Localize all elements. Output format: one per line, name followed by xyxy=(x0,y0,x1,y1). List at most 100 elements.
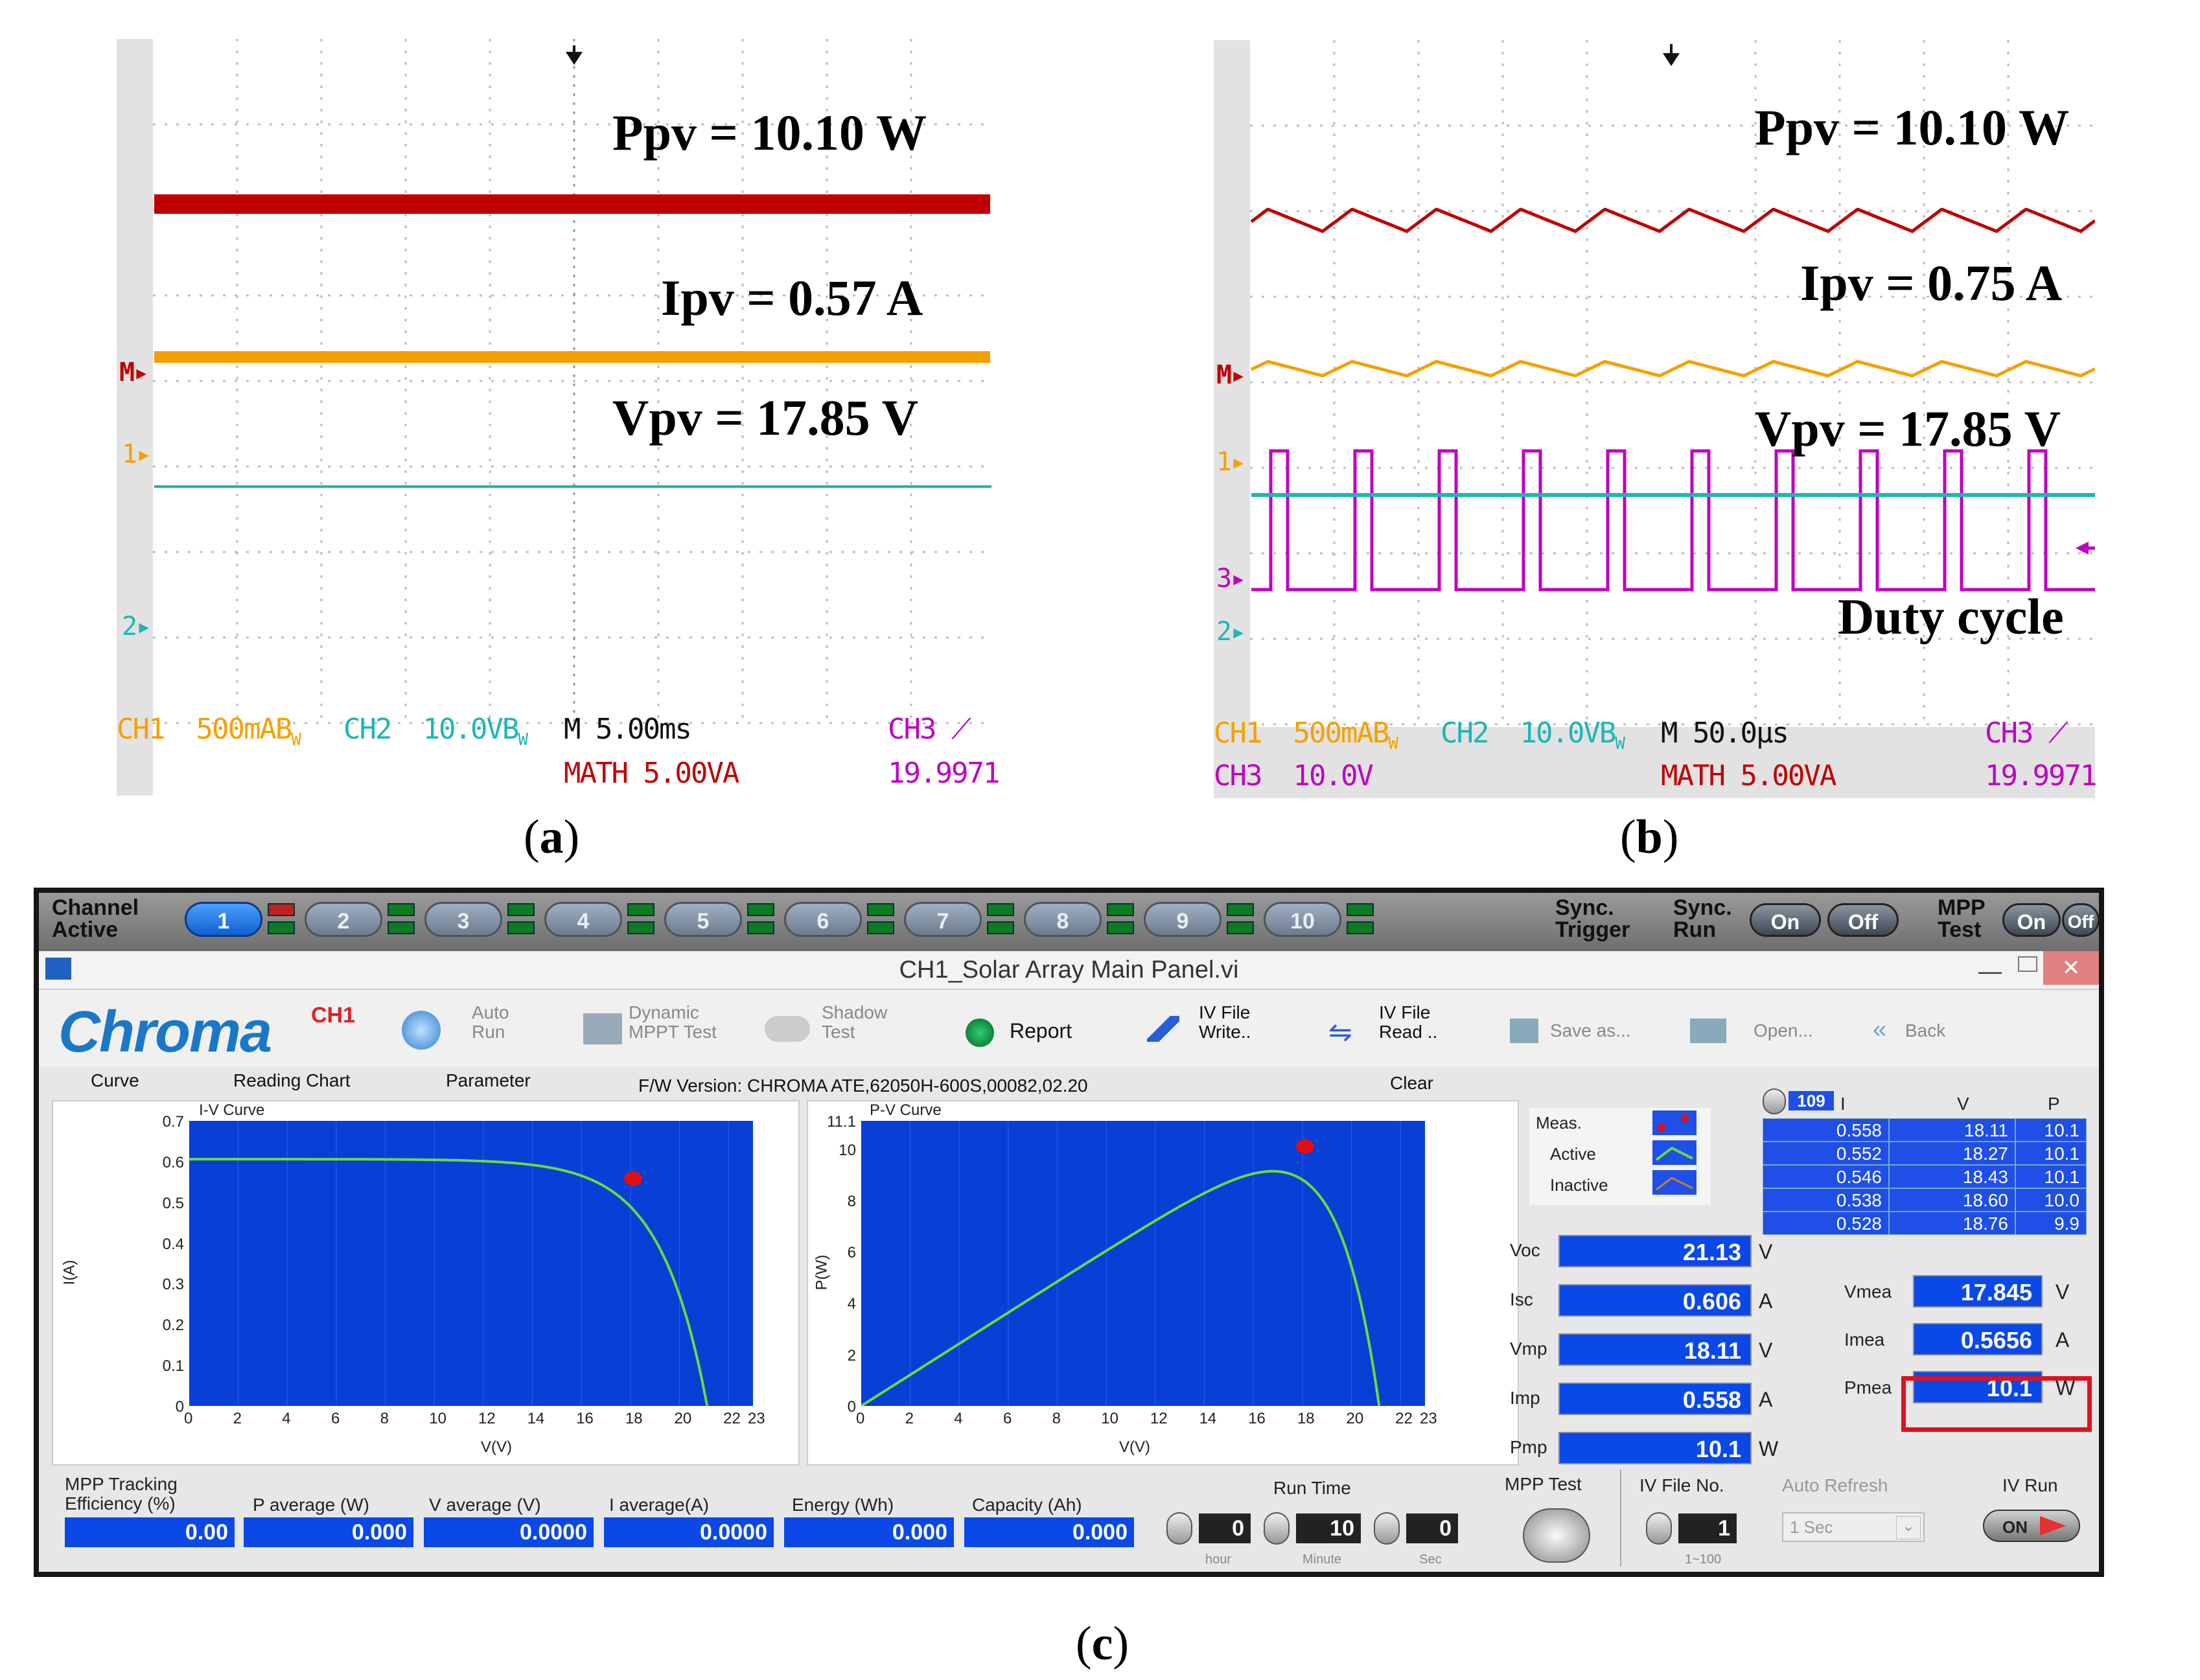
mpp-test-button[interactable] xyxy=(1523,1508,1590,1563)
back-icon: « xyxy=(1873,1016,1887,1043)
y-tick-label: 8 xyxy=(847,1192,856,1210)
y-tick-label: 0.6 xyxy=(162,1153,184,1171)
sec-unit: Sec xyxy=(1419,1552,1442,1567)
sec-value[interactable]: 0 xyxy=(1406,1513,1458,1543)
reading-value-voc: 21.13 xyxy=(1558,1235,1752,1267)
minute-unit: Minute xyxy=(1303,1552,1342,1567)
iv-curve-svg xyxy=(189,1121,729,1407)
ch1-marker: 1▸ xyxy=(1216,447,1246,477)
iv-file-value[interactable]: 1 xyxy=(1678,1513,1737,1543)
ch2-scale: CH2 10.0VBW xyxy=(343,713,528,750)
channel-led-10 xyxy=(1347,903,1374,916)
minute-spinner[interactable] xyxy=(1264,1512,1290,1545)
scope-a-grid xyxy=(117,39,991,796)
pv-curve-line xyxy=(860,1169,1381,1407)
channel-led-10 xyxy=(1347,921,1374,934)
clear-button[interactable]: Clear xyxy=(1390,1073,1433,1093)
channel-button-2[interactable]: 2 xyxy=(305,902,382,937)
x-tick-label: 20 xyxy=(1346,1410,1364,1427)
minimize-button[interactable]: — xyxy=(1978,958,2002,984)
reading-unit: V xyxy=(1759,1339,1773,1362)
trigger-channel: CH3 ⟋ xyxy=(1985,717,2068,750)
hour-value[interactable]: 0 xyxy=(1199,1513,1251,1543)
dynamic-mppt-test-button[interactable]: Dynamic MPPT Test xyxy=(629,1002,717,1042)
table-cell: 18.11 xyxy=(1889,1118,2015,1142)
sec-spinner[interactable] xyxy=(1374,1512,1400,1545)
close-button[interactable]: ✕ xyxy=(2043,951,2099,985)
tab-parameter[interactable]: Parameter xyxy=(446,1070,531,1090)
reading-label-voc: Voc xyxy=(1510,1240,1540,1260)
reading-label-isc: Isc xyxy=(1510,1289,1533,1309)
x-tick-label: 14 xyxy=(1199,1410,1217,1427)
ch2-scale: CH2 10.0VBW xyxy=(1441,717,1625,754)
trigger-level: 19.9971 xyxy=(1985,759,2097,792)
save-icon xyxy=(1510,1018,1538,1043)
p-average-value: 0.000 xyxy=(244,1517,413,1547)
tab-curve[interactable]: Curve xyxy=(91,1070,139,1090)
sync-run-off-button[interactable]: Off xyxy=(1827,903,1899,937)
auto-run-icon[interactable] xyxy=(402,1011,441,1050)
divider xyxy=(1620,1469,1621,1567)
math-scale: MATH 5.00VA xyxy=(1661,759,1836,792)
scope-a: Ppv = 10.10 W Ipv = 0.57 A Vpv = 17.85 V… xyxy=(117,39,1000,796)
table-index-spinner[interactable] xyxy=(1763,1088,1786,1114)
channel-button-10[interactable]: 10 xyxy=(1264,902,1341,937)
back-button[interactable]: Back xyxy=(1905,1020,1946,1041)
app-icon xyxy=(45,958,71,980)
pv-xlabel: V(V) xyxy=(1119,1438,1150,1456)
auto-run-button[interactable]: Auto Run xyxy=(472,1002,509,1042)
channel-led-3 xyxy=(507,921,535,934)
channel-button-1[interactable]: 1 xyxy=(185,902,262,937)
iv-file-write-button[interactable]: IV File Write.. xyxy=(1199,1002,1251,1042)
channel-button-8[interactable]: 8 xyxy=(1024,902,1102,937)
iv-curve-title: I-V Curve xyxy=(199,1101,265,1119)
ch1-trace xyxy=(154,351,990,363)
channel-button-9[interactable]: 9 xyxy=(1144,902,1222,937)
x-tick-label: 20 xyxy=(674,1410,692,1427)
x-tick-label: 18 xyxy=(1297,1410,1315,1427)
y-tick-label: 6 xyxy=(847,1244,856,1262)
open-button[interactable]: Open... xyxy=(1754,1020,1813,1041)
channel-button-3[interactable]: 3 xyxy=(424,902,502,937)
x-tick-label: 2 xyxy=(905,1410,914,1427)
iv-file-range: 1~100 xyxy=(1685,1552,1722,1567)
scope-b: Ppv = 10.10 W Ipv = 0.75 A Vpv = 17.85 V… xyxy=(1214,40,2097,798)
minute-value[interactable]: 10 xyxy=(1296,1513,1361,1543)
sync-run-on-button[interactable]: On xyxy=(1750,903,1821,937)
x-tick-label: 16 xyxy=(576,1410,594,1427)
y-tick-label: 11.1 xyxy=(827,1113,856,1131)
mpp-test-on-button[interactable]: On xyxy=(2002,903,2061,937)
math-scale: MATH 5.00VA xyxy=(564,757,739,790)
channel-active-label: Channel Active xyxy=(52,895,139,942)
iv-file-read-button[interactable]: IV File Read .. xyxy=(1379,1002,1438,1042)
channel-button-6[interactable]: 6 xyxy=(784,902,862,937)
x-tick-label: 16 xyxy=(1248,1410,1266,1427)
y-tick-label: 0.1 xyxy=(162,1357,184,1375)
math-marker: M▸ xyxy=(1216,360,1246,390)
hour-spinner[interactable] xyxy=(1166,1512,1192,1545)
measured-value-vmea: 17.845 xyxy=(1913,1275,2043,1307)
iv-run-button[interactable]: ON xyxy=(1983,1510,2080,1542)
shadow-test-button[interactable]: Shadow Test xyxy=(822,1002,888,1042)
y-tick-label: 2 xyxy=(847,1346,856,1364)
auto-refresh-select[interactable]: 1 Sec ⌄ xyxy=(1782,1512,1925,1542)
channel-button-7[interactable]: 7 xyxy=(904,902,982,937)
report-button[interactable]: Report xyxy=(1010,1019,1072,1042)
tab-reading-chart[interactable]: Reading Chart xyxy=(233,1070,351,1090)
channel-led-2 xyxy=(388,903,415,916)
maximize-button[interactable] xyxy=(2018,956,2037,972)
iv-file-spinner[interactable] xyxy=(1646,1512,1672,1545)
channel-button-4[interactable]: 4 xyxy=(544,902,622,937)
channel-led-4 xyxy=(627,903,654,916)
measured-unit: V xyxy=(2055,1280,2070,1304)
mpp-test-off-button[interactable]: Off xyxy=(2062,903,2100,937)
iv-curve-frame: I-V Curve I(A) V(V) 0.7 0.6 0.5 0.4 0.3 0.2 0.… xyxy=(52,1100,800,1466)
channel-led-4 xyxy=(627,921,654,934)
measured-value-imea: 0.5656 xyxy=(1913,1323,2043,1355)
x-tick-label: 12 xyxy=(1150,1410,1168,1427)
table-cell: 10.1 xyxy=(2015,1165,2087,1188)
channel-button-5[interactable]: 5 xyxy=(664,902,742,937)
timebase: M 50.0μs xyxy=(1661,717,1789,750)
table-cell: 9.9 xyxy=(2015,1212,2087,1235)
save-as-button[interactable]: Save as... xyxy=(1550,1020,1631,1041)
